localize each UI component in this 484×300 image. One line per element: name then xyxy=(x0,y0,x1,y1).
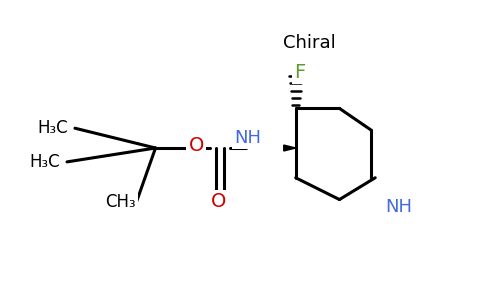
Text: F: F xyxy=(294,63,305,82)
Text: H₃C: H₃C xyxy=(38,119,68,137)
Text: Chiral: Chiral xyxy=(283,34,336,52)
Text: O: O xyxy=(189,136,204,154)
Text: CH₃: CH₃ xyxy=(106,193,136,211)
Text: H₃C: H₃C xyxy=(30,153,60,171)
Text: NH: NH xyxy=(386,199,412,217)
Text: O: O xyxy=(211,192,226,211)
Polygon shape xyxy=(284,145,296,151)
Text: NH: NH xyxy=(234,129,261,147)
